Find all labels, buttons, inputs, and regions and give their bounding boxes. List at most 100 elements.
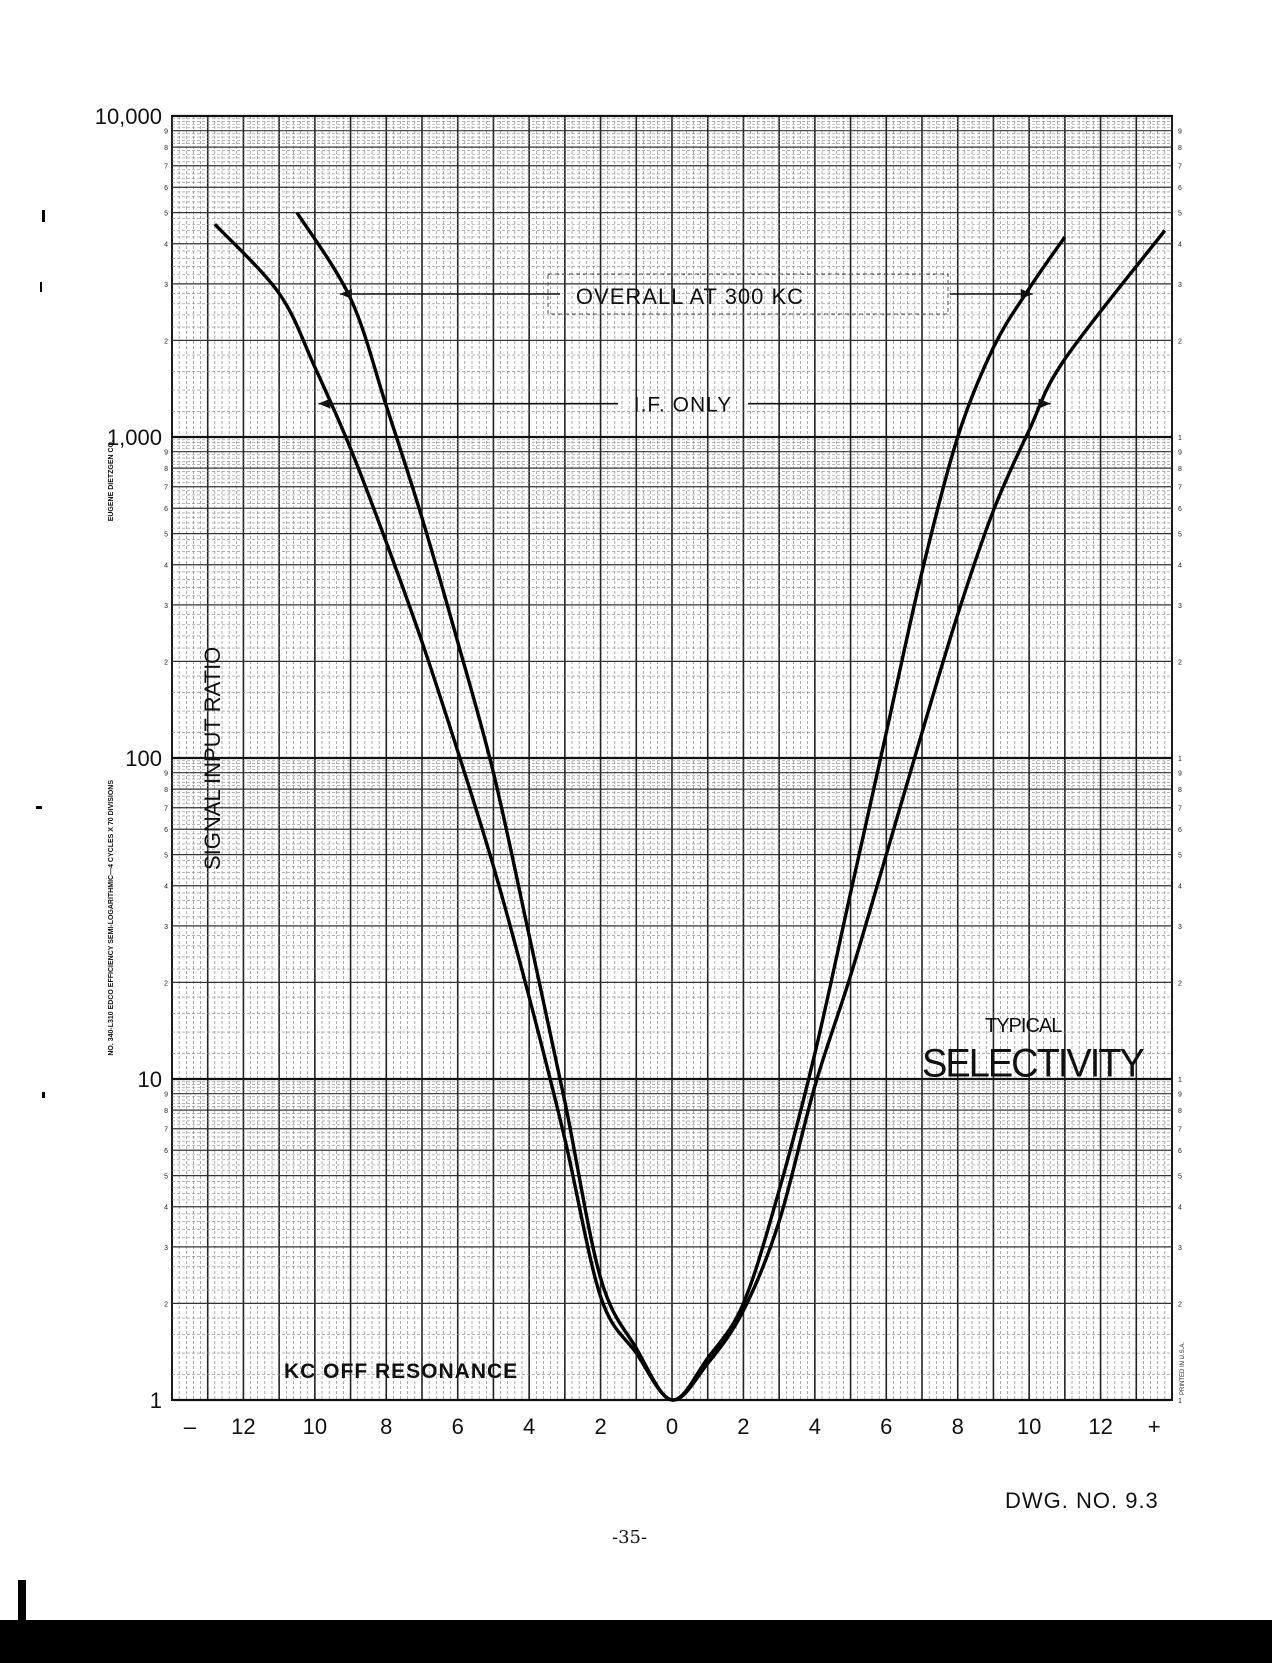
y-tick-label-minor: 9 xyxy=(164,450,168,457)
punch-mark xyxy=(40,282,42,292)
y-tick-label-minor: 5 xyxy=(164,1174,168,1181)
right-scale-label: 8 xyxy=(1178,466,1182,473)
y-tick-label-minor: 6 xyxy=(164,1148,168,1155)
right-scale-label: 9 xyxy=(1178,450,1182,457)
printed-in-usa: PRINTED IN U.S.A. xyxy=(1180,1342,1186,1395)
y-tick-label-minor: 7 xyxy=(164,164,168,171)
scan-border xyxy=(0,1620,1272,1663)
y-tick-label-major: 10,000 xyxy=(95,104,162,129)
right-scale-label: 3 xyxy=(1178,924,1182,931)
right-scale-label: 6 xyxy=(1178,185,1182,192)
right-scale-label: 1 xyxy=(1178,756,1182,763)
y-tick-label-minor: 4 xyxy=(164,563,168,570)
right-scale-label: 9 xyxy=(1178,771,1182,778)
y-axis-label: SIGNAL INPUT RATIO xyxy=(200,646,225,870)
y-tick-label-minor: 2 xyxy=(164,659,168,666)
right-scale-label: 3 xyxy=(1178,1245,1182,1252)
y-tick-label-minor: 5 xyxy=(164,532,168,539)
annotation-overall: OVERALL AT 300 KC xyxy=(576,284,804,309)
right-scale-label: 7 xyxy=(1178,485,1182,492)
publisher-imprint: EUGENE DIETZGEN CO. xyxy=(108,440,115,522)
y-tick-label-minor: 3 xyxy=(164,1245,168,1252)
x-tick-label: 10 xyxy=(1017,1414,1041,1439)
right-scale-label: 4 xyxy=(1178,242,1182,249)
y-tick-label-major: 10 xyxy=(138,1067,162,1092)
y-tick-label-minor: 3 xyxy=(164,924,168,931)
right-scale-label: 2 xyxy=(1178,338,1182,345)
right-scale-label: 3 xyxy=(1178,282,1182,289)
right-scale-label: 9 xyxy=(1178,129,1182,136)
x-tick-label: 0 xyxy=(666,1414,678,1439)
annotation-if-only: I.F. ONLY xyxy=(634,394,732,417)
y-tick-label-minor: 7 xyxy=(164,806,168,813)
x-tick-label: + xyxy=(1148,1414,1161,1439)
right-scale-label: 7 xyxy=(1178,806,1182,813)
right-scale-label: 6 xyxy=(1178,1148,1182,1155)
right-scale-label: 9 xyxy=(1178,1092,1182,1099)
punch-mark xyxy=(42,1092,45,1098)
right-scale-label: 6 xyxy=(1178,827,1182,834)
y-tick-label-minor: 9 xyxy=(164,129,168,136)
right-scale-label: 3 xyxy=(1178,603,1182,610)
right-scale-label: 8 xyxy=(1178,1108,1182,1115)
x-tick-label: – xyxy=(184,1414,197,1439)
annotation-arrowhead-right xyxy=(1038,398,1051,409)
right-scale-label: 2 xyxy=(1178,1301,1182,1308)
y-tick-label-minor: 8 xyxy=(164,145,168,152)
y-tick-label-minor: 2 xyxy=(164,1301,168,1308)
chart-title-line-2: SELECTIVITY xyxy=(922,1041,1145,1087)
punch-mark xyxy=(42,210,45,222)
y-tick-label-minor: 9 xyxy=(164,1092,168,1099)
right-scale-label: 8 xyxy=(1178,787,1182,794)
x-tick-label: 10 xyxy=(303,1414,327,1439)
series-line-if-only xyxy=(213,223,1167,1402)
right-scale-label: 8 xyxy=(1178,145,1182,152)
y-tick-label-minor: 7 xyxy=(164,485,168,492)
right-scale-label: 5 xyxy=(1178,1174,1182,1181)
y-tick-label-minor: 5 xyxy=(164,211,168,218)
y-tick-label-minor: 9 xyxy=(164,771,168,778)
x-tick-label: 6 xyxy=(880,1414,892,1439)
y-tick-label-minor: 3 xyxy=(164,282,168,289)
y-tick-label-minor: 8 xyxy=(164,466,168,473)
annotation-arrowhead-right xyxy=(1020,288,1033,299)
page-number: -35- xyxy=(612,1527,648,1548)
y-tick-label-minor: 2 xyxy=(164,980,168,987)
annotation-arrowhead-left xyxy=(339,288,352,299)
x-tick-label: 8 xyxy=(952,1414,964,1439)
y-tick-label-minor: 4 xyxy=(164,242,168,249)
right-scale-label: 1 xyxy=(1178,1077,1182,1084)
y-tick-label-minor: 4 xyxy=(164,1205,168,1212)
right-scale-label: 2 xyxy=(1178,659,1182,666)
y-tick-label-minor: 6 xyxy=(164,506,168,513)
chart-title-line-1: TYPICAL xyxy=(985,1015,1062,1037)
right-scale-label: 1 xyxy=(1178,435,1182,442)
x-tick-label: 8 xyxy=(380,1414,392,1439)
right-scale-label: 7 xyxy=(1178,1127,1182,1134)
punch-mark xyxy=(36,806,42,809)
y-tick-label-major: 1 xyxy=(150,1388,162,1413)
y-tick-label-minor: 4 xyxy=(164,884,168,891)
y-tick-label-major: 100 xyxy=(125,746,162,771)
x-tick-label: 4 xyxy=(809,1414,821,1439)
right-scale-label: 6 xyxy=(1178,506,1182,513)
x-tick-label: 2 xyxy=(737,1414,749,1439)
page-edge-shadow xyxy=(18,1580,26,1620)
x-tick-label: 2 xyxy=(594,1414,606,1439)
y-tick-label-minor: 8 xyxy=(164,1108,168,1115)
y-tick-label-minor: 3 xyxy=(164,603,168,610)
right-scale-label: 5 xyxy=(1178,853,1182,860)
x-tick-label: 12 xyxy=(231,1414,255,1439)
y-tick-label-minor: 2 xyxy=(164,338,168,345)
y-tick-label-major: 1,000 xyxy=(107,425,162,450)
right-scale-label: 4 xyxy=(1178,884,1182,891)
annotation-box xyxy=(547,273,949,315)
x-axis-label: KC OFF RESONANCE xyxy=(284,1360,519,1383)
x-tick-label: 4 xyxy=(523,1414,535,1439)
y-tick-label-minor: 6 xyxy=(164,827,168,834)
right-scale-label: 4 xyxy=(1178,563,1182,570)
annotation-arrowhead-left xyxy=(318,398,331,409)
right-scale-label: 5 xyxy=(1178,211,1182,218)
y-tick-label-minor: 7 xyxy=(164,1127,168,1134)
